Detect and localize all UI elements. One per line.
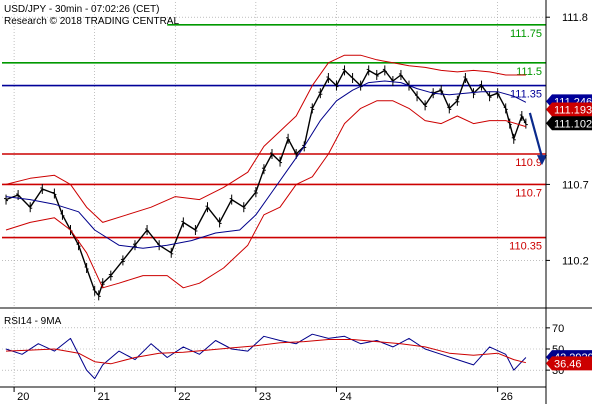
rsi-tag-label-1: 36.46 bbox=[554, 358, 582, 370]
price-tick-label-0: 111.8 bbox=[562, 12, 588, 24]
time-tick-label-4: 24 bbox=[339, 391, 351, 403]
time-tick-label-3: 23 bbox=[259, 391, 271, 403]
price-tick-label-2: 110.2 bbox=[562, 255, 589, 267]
support-resistance-levels: 111.75 111.5 111.35 110.9 110.7 110.35 bbox=[2, 23, 546, 253]
time-tick-label-2: 22 bbox=[178, 391, 190, 403]
series-moving-average bbox=[5, 80, 527, 249]
series-bollinger-lower bbox=[5, 100, 527, 289]
price-tag-label-1: 111.193 bbox=[554, 104, 592, 116]
rsi-tag-bg-1 bbox=[546, 356, 592, 371]
rsi-title: RSI14 - 9MA bbox=[4, 316, 62, 327]
time-tick-label-0: 20 bbox=[17, 391, 29, 403]
chart-title: USD/JPY - 30min - 07:02:26 (CET) bbox=[4, 4, 159, 15]
forecast-arrow-shaft bbox=[528, 112, 544, 158]
level-label-3: 110.9 bbox=[515, 157, 542, 169]
chart-subtitle: Research © 2018 TRADING CENTRAL bbox=[4, 16, 179, 27]
price-tick-label-1: 110.7 bbox=[562, 179, 589, 191]
rsi-tick-label-0: 70 bbox=[552, 323, 564, 335]
level-label-4: 110.7 bbox=[515, 187, 542, 199]
forecast-arrow-layer bbox=[528, 112, 547, 166]
series-bollinger-upper bbox=[5, 54, 526, 223]
time-tick-label-1: 21 bbox=[98, 391, 110, 403]
level-label-0: 111.75 bbox=[510, 28, 542, 40]
level-label-2: 111.35 bbox=[510, 89, 542, 101]
price-tag-bg-1 bbox=[546, 102, 592, 117]
series-rsi-ma bbox=[5, 339, 527, 365]
level-label-1: 111.5 bbox=[516, 66, 542, 78]
time-tick-label-5: 26 bbox=[501, 391, 513, 403]
rsi-series-layer bbox=[5, 333, 527, 380]
level-label-5: 110.35 bbox=[509, 241, 542, 253]
price-tag-label-2: 111.102 bbox=[554, 118, 592, 130]
rsi-grid bbox=[2, 312, 546, 386]
series-layer bbox=[4, 54, 528, 301]
series-rsi bbox=[5, 333, 527, 380]
price-tag-bg-2 bbox=[546, 116, 592, 131]
forecast-arrow-head bbox=[536, 155, 547, 166]
